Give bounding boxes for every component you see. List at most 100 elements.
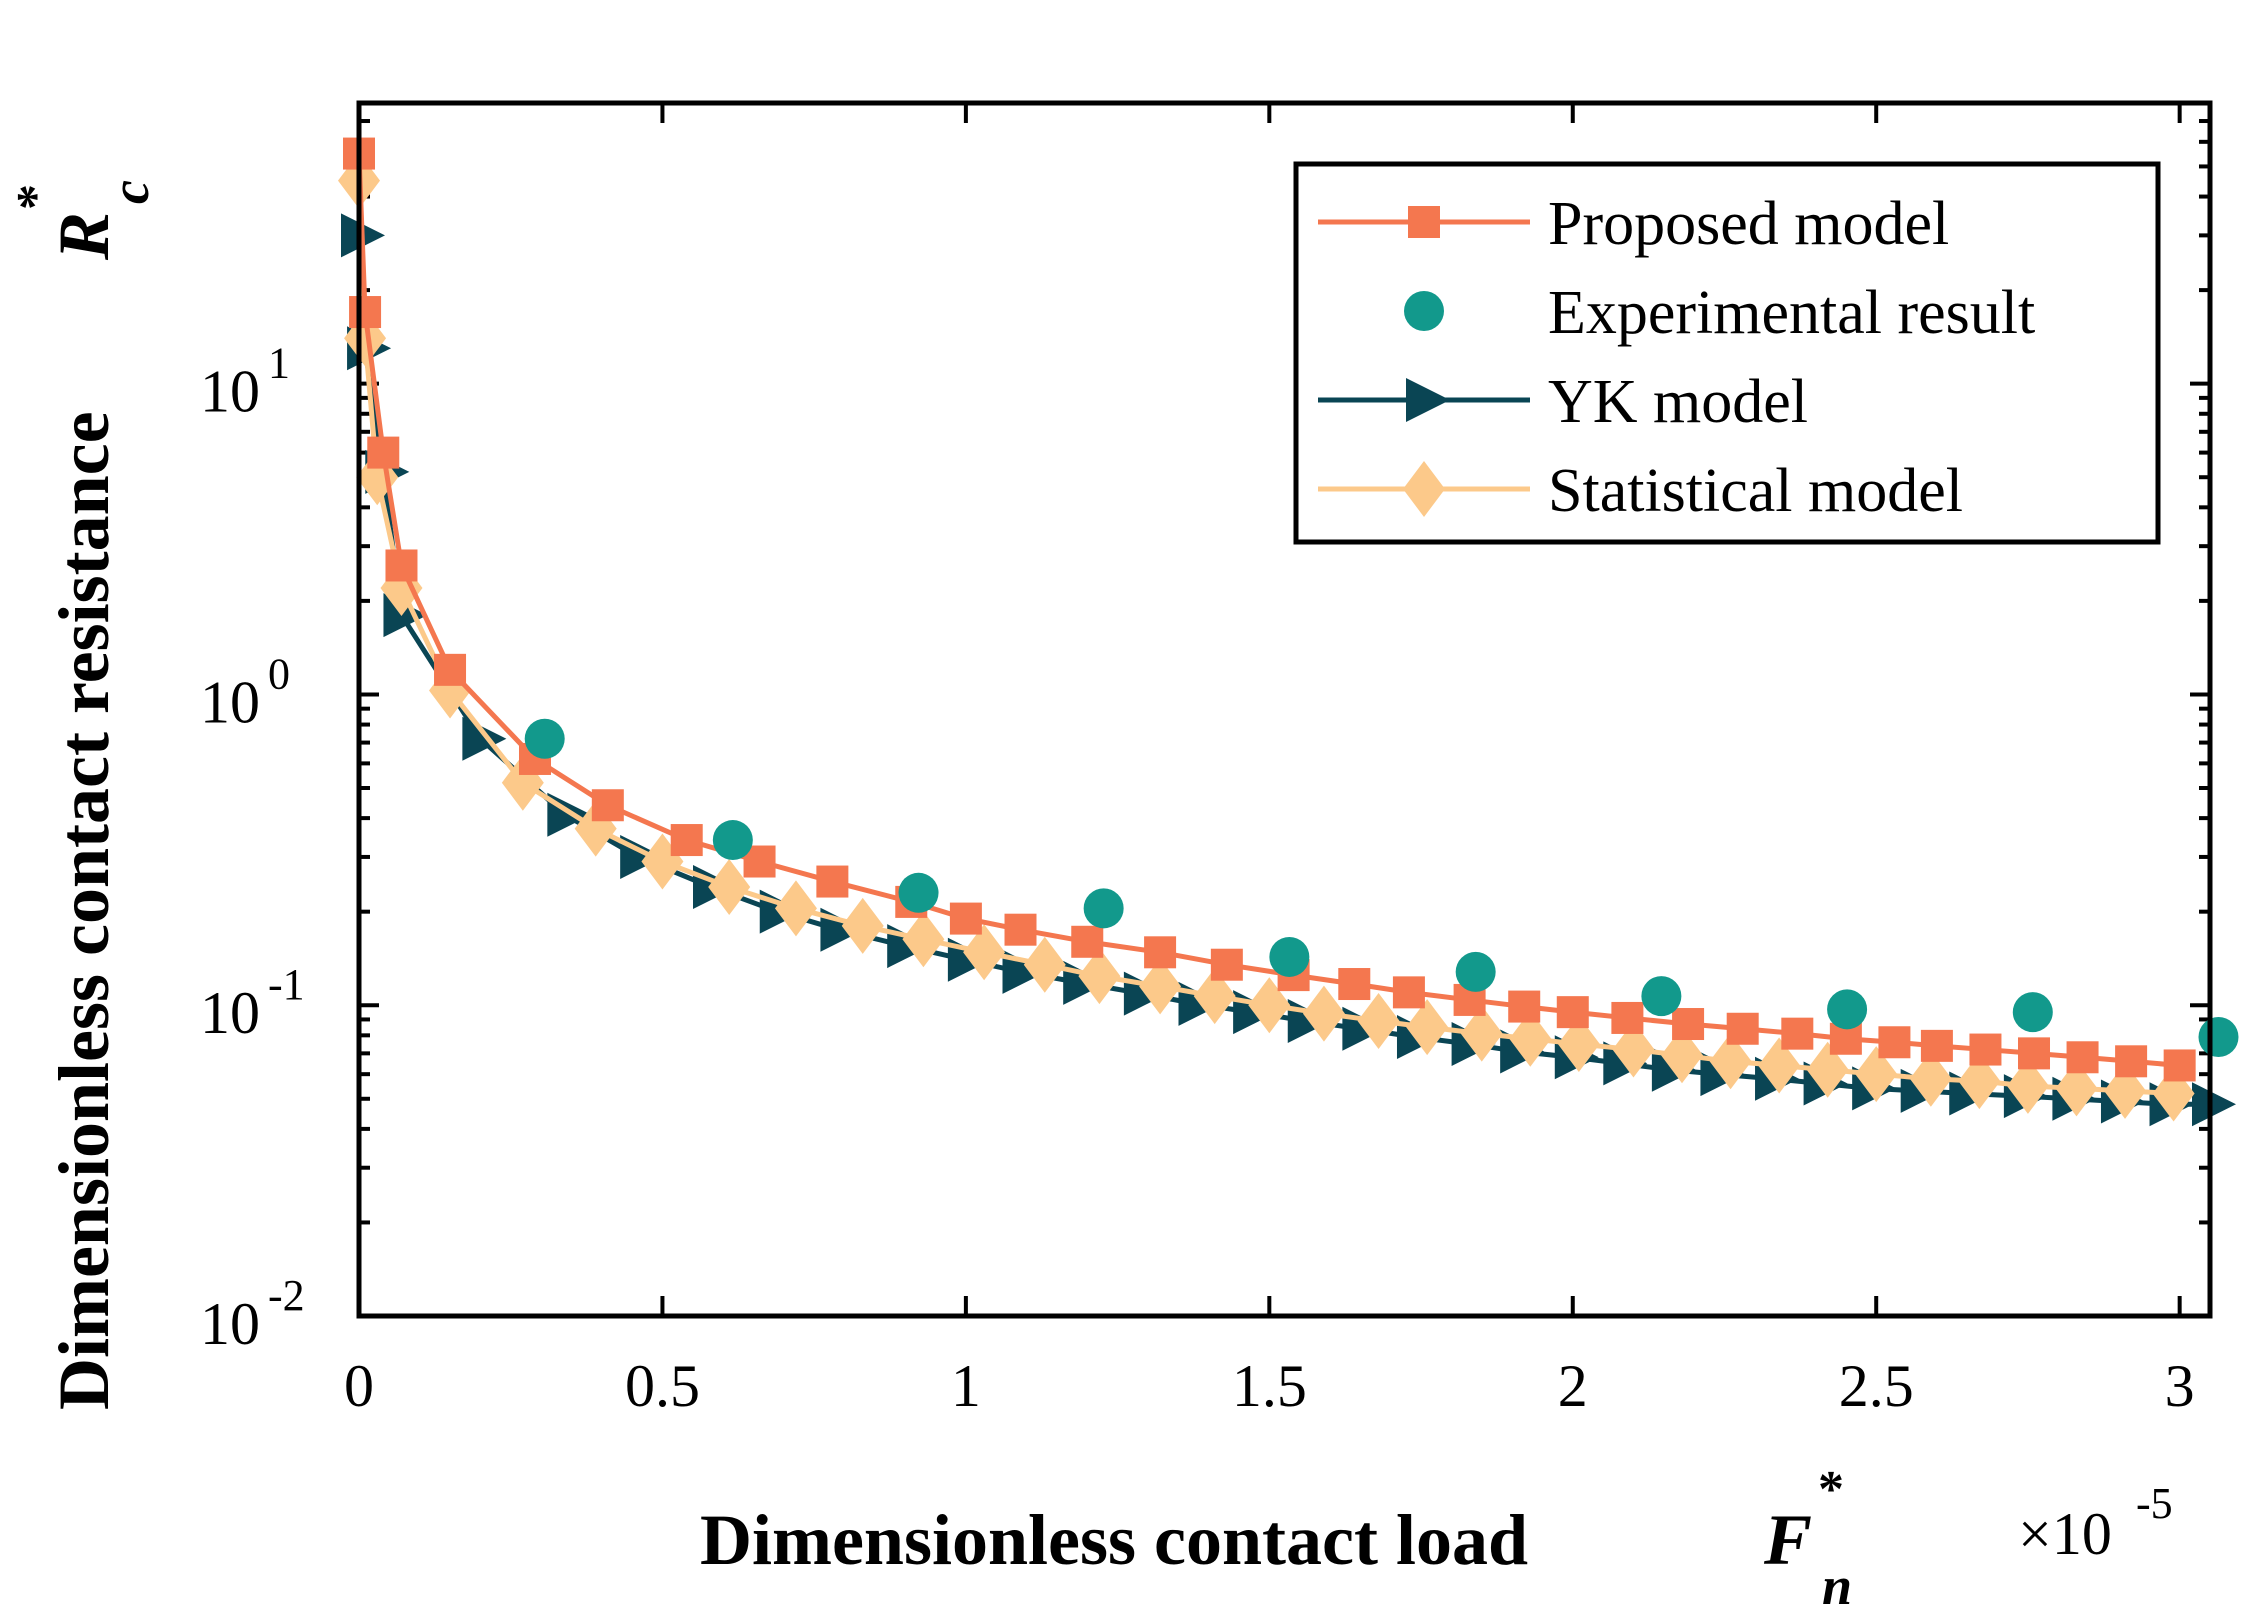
x-tick-label: 1 [951,1353,981,1419]
data-point-statistical-model [1460,1005,1503,1062]
data-point-statistical-model [1023,936,1066,993]
data-point-statistical-model [841,897,884,954]
y-tick-label: 10 -2 [200,1271,305,1357]
data-point-proposed-model [349,296,382,329]
y-axis-title: Dimensionless contact resistance R * c [7,180,160,1410]
legend-label: YK model [1548,368,1808,436]
data-point-proposed-model [2115,1045,2148,1078]
legend-marker [1408,206,1440,238]
legend-item-proposed-model: Proposed model [1318,190,1949,258]
data-point-statistical-model [902,911,945,968]
data-point-statistical-model [1193,968,1236,1025]
x-multiplier: ×10 -5 [2018,1479,2173,1567]
y-tick-label: 10 -1 [200,960,305,1046]
y-axis-title-sub: c [100,180,160,204]
data-point-statistical-model [1958,1053,2001,1110]
data-point-proposed-model [591,789,624,822]
data-point-proposed-model [367,436,400,469]
x-axis-title-symbol: F [1763,1500,1812,1580]
data-point-statistical-model [708,859,751,916]
data-point-statistical-model [1806,1041,1849,1098]
x-axis-title-sub: n [1822,1556,1852,1616]
y-tick-label: 10 1 [200,339,290,425]
data-point-proposed-model [434,653,467,686]
data-point-statistical-model [1855,1046,1898,1103]
y-tick-label-exp: 0 [268,649,290,698]
data-point-statistical-model [1139,958,1182,1015]
data-point-statistical-model [1909,1050,1952,1107]
data-point-proposed-model [1338,968,1371,1001]
data-point-proposed-model [1672,1008,1705,1041]
legend-label: Proposed model [1548,190,1949,258]
series-layer [338,137,2239,1127]
data-point-yk-model [2192,1082,2236,1127]
data-point-proposed-model [1210,948,1243,981]
data-point-experimental-result [2198,1017,2239,1058]
x-axis-title: Dimensionless contact load F * n [700,1461,1852,1616]
data-point-proposed-model [385,549,418,582]
data-point-statistical-model [963,924,1006,981]
data-point-proposed-model [1556,996,1589,1029]
data-point-proposed-model [2163,1049,2196,1082]
data-point-proposed-model [2066,1041,2099,1074]
x-multiplier-base: ×10 [2018,1501,2112,1567]
y-axis-title-sup: * [7,184,64,210]
legend: Proposed model Experimental result YK mode… [1293,161,2161,545]
data-point-statistical-model [1406,999,1449,1056]
data-point-proposed-model [2018,1037,2051,1070]
series-statistical-model [338,152,2195,1122]
data-point-experimental-result [2012,992,2053,1033]
data-point-statistical-model [774,880,817,937]
x-tick-label: 2 [1558,1353,1588,1419]
data-point-statistical-model [1612,1021,1655,1078]
data-point-statistical-model [1302,985,1345,1042]
legend-label: Statistical model [1548,457,1963,525]
y-axis-title-text: Dimensionless contact resistance [44,411,124,1410]
data-point-statistical-model [1557,1016,1600,1073]
legend-item-experimental-result: Experimental result [1404,279,2035,347]
data-point-proposed-model [1726,1012,1759,1045]
data-point-proposed-model [1969,1033,2002,1066]
data-point-experimental-result [1455,951,1496,992]
y-tick-label-base: 10 [200,1291,260,1357]
data-point-statistical-model [2006,1057,2049,1114]
legend-marker [1406,378,1450,422]
data-point-statistical-model [1357,992,1400,1049]
plot-area-frame [356,100,2213,1319]
y-tick-label-exp: -2 [268,1271,305,1320]
data-point-proposed-model [1878,1026,1911,1059]
data-point-proposed-model [1144,936,1177,969]
data-point-proposed-model [816,865,849,898]
legend-item-statistical-model: Statistical model [1318,457,1963,525]
x-tick-label: 0 [344,1353,374,1419]
data-point-experimental-result [1269,936,1310,977]
legend-label: Experimental result [1548,279,2035,347]
y-tick-label-base: 10 [200,359,260,425]
data-point-experimental-result [898,872,939,913]
x-axis-title-sup: * [1818,1461,1844,1518]
data-point-proposed-model [1508,990,1541,1023]
data-point-proposed-model [949,902,982,935]
data-point-experimental-result [524,718,565,759]
data-point-proposed-model [1920,1029,1953,1062]
data-point-proposed-model [1004,913,1037,946]
x-tick-label: 0.5 [625,1353,700,1419]
x-tick-label: 1.5 [1232,1353,1307,1419]
x-multiplier-exp: -5 [2136,1479,2173,1528]
legend-marker [1403,461,1445,517]
data-point-yk-model [1002,949,1047,994]
legend-marker [1404,291,1444,331]
data-point-statistical-model [1661,1027,1704,1084]
y-tick-label-base: 10 [200,669,260,735]
legend-item-yk-model: YK model [1318,368,1808,436]
y-tick-label-exp: -1 [268,960,305,1009]
data-point-yk-model [462,716,507,761]
data-point-experimental-result [1827,989,1868,1030]
series-experimental-result [524,718,2239,1058]
data-point-proposed-model [670,824,703,857]
data-point-experimental-result [1083,888,1124,929]
data-point-statistical-model [2055,1060,2098,1117]
data-point-proposed-model [1071,925,1104,958]
series-proposed-model [343,137,2196,1082]
